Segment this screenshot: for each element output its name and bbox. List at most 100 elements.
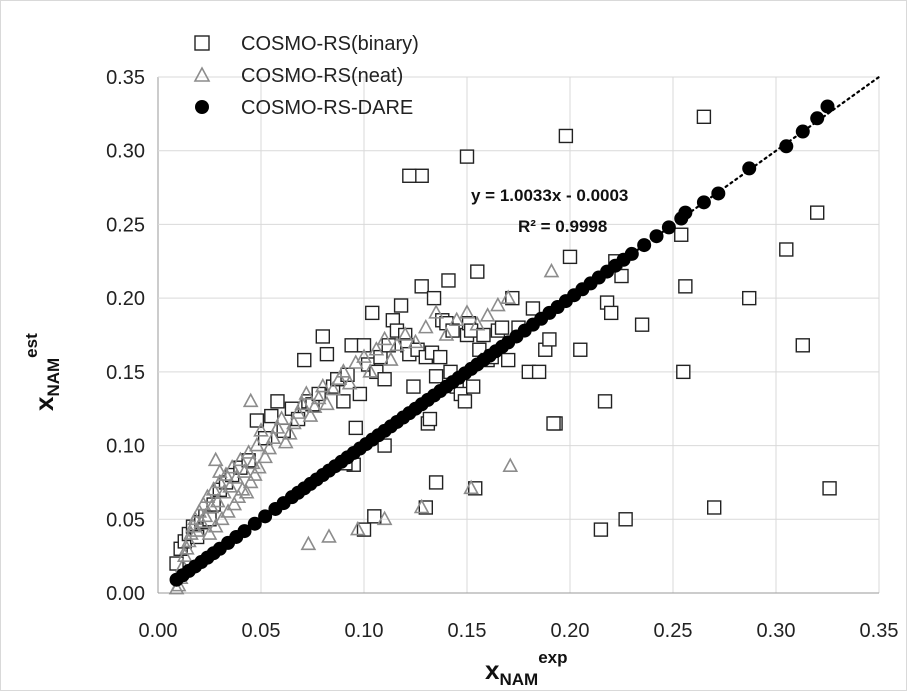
y-tick-label: 0.30 <box>106 141 145 163</box>
data-point <box>261 439 278 455</box>
x-tick-label: 0.05 <box>242 620 281 642</box>
data-point <box>242 473 259 489</box>
y-tick-label: 0.05 <box>106 509 145 531</box>
data-point <box>356 338 372 353</box>
data-point <box>696 109 712 125</box>
data-point <box>341 374 358 390</box>
data-point <box>494 320 510 335</box>
data-point <box>676 364 691 380</box>
data-point <box>779 139 794 154</box>
data-point <box>297 352 312 368</box>
data-point <box>428 369 444 384</box>
data-point <box>269 419 286 434</box>
data-point <box>426 290 442 306</box>
data-point <box>711 186 726 201</box>
tick-labels: 0.00 0.05 0.10 0.15 0.20 0.25 0.30 0.35 0.00 0.05… <box>106 67 898 642</box>
data-point <box>414 279 429 294</box>
data-point <box>220 503 236 518</box>
data-point <box>207 517 224 533</box>
data-point <box>637 238 652 253</box>
data-point <box>365 305 380 321</box>
data-point <box>542 332 557 347</box>
y-tick-label: 0.20 <box>106 288 145 310</box>
data-point <box>226 495 243 511</box>
svg-text:xNAMest: xNAMest <box>22 333 63 411</box>
data-point <box>290 404 306 419</box>
data-point <box>178 540 195 555</box>
y-axis-title-sub: NAM <box>44 358 63 397</box>
y-axis-title: xNAMest <box>22 333 63 411</box>
data-point <box>258 509 273 524</box>
data-point <box>367 509 382 524</box>
data-point <box>270 394 285 409</box>
data-point <box>238 484 255 499</box>
legend-marker <box>194 35 210 51</box>
data-point <box>314 377 331 393</box>
data-point <box>810 205 825 220</box>
data-point <box>614 268 629 284</box>
data-point <box>597 394 613 409</box>
data-point <box>244 454 261 470</box>
data-point <box>251 459 267 474</box>
data-point <box>501 352 516 368</box>
data-point <box>696 195 711 210</box>
svg-text:xNAMexp: xNAMexp <box>485 648 567 689</box>
data-point <box>310 389 327 405</box>
data-point <box>707 500 722 515</box>
data-point <box>376 330 393 346</box>
data-point <box>674 227 689 242</box>
data-point <box>389 336 405 352</box>
data-point <box>199 488 216 503</box>
legend-label: COSMO-RS-DARE <box>241 97 413 119</box>
data-point <box>525 301 541 316</box>
data-point <box>402 168 417 183</box>
x-tick-label: 0.10 <box>345 620 384 642</box>
data-point <box>678 279 693 294</box>
data-point <box>810 111 825 126</box>
data-point <box>176 547 193 562</box>
data-point <box>500 289 517 304</box>
data-point <box>205 481 222 496</box>
data-point <box>197 507 214 523</box>
data-point <box>428 475 444 490</box>
data-point <box>393 298 409 313</box>
data-point <box>397 326 414 341</box>
data-point <box>558 128 574 144</box>
data-point <box>265 429 282 445</box>
data-point <box>428 304 444 319</box>
data-point <box>441 273 456 288</box>
y-tick-label: 0.00 <box>106 583 145 605</box>
data-point <box>211 463 228 478</box>
data-point <box>264 408 279 424</box>
data-point <box>634 317 650 332</box>
y-tick-label: 0.25 <box>106 214 145 236</box>
data-point <box>543 262 560 278</box>
data-point <box>286 414 302 430</box>
data-point <box>331 370 348 386</box>
data-point <box>195 495 212 511</box>
data-point <box>335 363 352 378</box>
legend-label: COSMO-RS(binary) <box>241 33 419 55</box>
data-point <box>321 528 337 543</box>
data-point <box>207 451 224 467</box>
data-point <box>281 425 298 440</box>
data-point <box>362 363 379 378</box>
data-point <box>438 326 455 341</box>
x-tick-label: 0.35 <box>860 620 899 642</box>
x-axis-title-sub: NAM <box>499 670 538 689</box>
data-point <box>779 242 794 257</box>
data-points <box>168 99 837 595</box>
data-point <box>382 351 399 366</box>
data-point <box>618 512 633 527</box>
data-point <box>218 466 234 481</box>
data-point <box>352 386 368 402</box>
data-point <box>368 341 385 356</box>
data-point <box>257 448 273 464</box>
data-point <box>356 348 372 363</box>
data-point <box>448 311 465 327</box>
y-tick-label: 0.35 <box>106 67 145 89</box>
data-point <box>678 205 693 220</box>
data-point <box>306 398 323 414</box>
